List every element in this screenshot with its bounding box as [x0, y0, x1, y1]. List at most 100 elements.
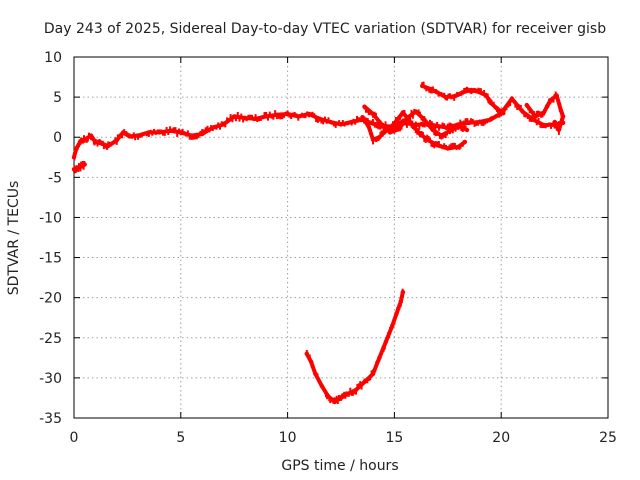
data-point	[388, 334, 391, 339]
data-point	[443, 123, 446, 128]
data-point	[74, 151, 77, 156]
data-point	[518, 104, 520, 109]
data-point	[356, 115, 358, 120]
data-point	[430, 127, 435, 133]
data-point	[477, 121, 480, 126]
data-point	[426, 122, 429, 127]
series-loop-b	[362, 104, 470, 140]
data-point	[434, 141, 437, 146]
data-point	[324, 389, 326, 394]
data-point	[290, 115, 293, 120]
data-point	[377, 119, 380, 124]
data-point	[541, 110, 547, 115]
data-point	[479, 88, 482, 93]
data-point	[397, 115, 400, 120]
data-point	[249, 114, 252, 119]
data-point	[411, 125, 414, 130]
data-point	[450, 143, 453, 148]
x-axis-label: GPS time / hours	[281, 458, 398, 474]
data-point	[430, 89, 433, 94]
data-point	[509, 96, 515, 101]
data-point	[312, 364, 315, 369]
data-point	[359, 381, 362, 386]
data-point	[531, 117, 536, 122]
data-point	[240, 113, 243, 118]
data-point	[376, 359, 379, 364]
data-point	[110, 142, 112, 147]
data-point	[322, 387, 325, 391]
data-point	[183, 131, 186, 136]
x-tick-label: 10	[279, 430, 297, 446]
data-point	[453, 96, 456, 101]
data-point	[552, 98, 555, 103]
data-point	[474, 88, 477, 93]
data-point	[85, 138, 88, 143]
data-point	[308, 354, 311, 359]
data-point	[430, 142, 433, 147]
data-point	[509, 102, 512, 107]
data-point	[439, 92, 441, 96]
data-point	[219, 125, 221, 130]
data-point	[540, 113, 543, 118]
data-point	[79, 167, 82, 172]
data-point	[204, 127, 207, 132]
data-point	[188, 135, 191, 140]
data-point	[538, 111, 541, 116]
data-point	[526, 115, 529, 119]
data-point	[534, 117, 537, 122]
data-point	[473, 88, 476, 92]
data-point	[483, 90, 486, 94]
data-point	[169, 126, 172, 131]
data-point	[505, 106, 508, 111]
data-point	[208, 128, 211, 133]
data-point	[535, 110, 538, 115]
data-point	[553, 124, 556, 129]
data-point	[142, 132, 145, 137]
data-point	[344, 394, 347, 399]
data-point	[413, 109, 418, 114]
data-point	[264, 114, 269, 119]
data-point	[459, 119, 462, 124]
data-point	[396, 119, 399, 123]
data-point	[304, 351, 309, 356]
data-point	[434, 143, 440, 148]
data-point	[498, 113, 501, 118]
data-point	[374, 368, 377, 372]
data-point	[546, 104, 549, 109]
data-point	[263, 112, 266, 116]
x-axis: 0 5 10 15 20 25	[70, 57, 617, 446]
data-point	[429, 124, 431, 129]
data-point	[531, 113, 534, 118]
data-point	[409, 115, 412, 120]
data-point	[367, 111, 370, 116]
data-point	[325, 393, 327, 398]
data-point	[146, 130, 151, 135]
data-point	[533, 114, 538, 119]
data-point	[157, 130, 162, 135]
data-point	[268, 111, 271, 116]
data-point	[537, 118, 540, 122]
data-point	[373, 123, 376, 128]
plot-border	[73, 56, 609, 419]
data-point	[120, 130, 126, 135]
data-point	[437, 126, 440, 131]
data-point	[420, 121, 423, 126]
data-point	[429, 89, 432, 94]
data-point	[343, 391, 346, 396]
data-point	[376, 137, 379, 142]
data-point	[186, 130, 189, 135]
data-point	[174, 127, 177, 132]
data-point	[341, 120, 344, 124]
data-point	[259, 116, 262, 121]
data-point	[557, 130, 560, 135]
data-point	[476, 88, 478, 93]
data-point	[291, 112, 294, 117]
data-point	[379, 120, 382, 125]
data-point	[413, 126, 416, 131]
data-point	[349, 387, 352, 392]
data-point	[73, 147, 79, 152]
data-point	[417, 109, 420, 114]
y-tick-label: -30	[39, 371, 62, 387]
data-point	[275, 115, 278, 120]
data-point	[559, 103, 562, 108]
